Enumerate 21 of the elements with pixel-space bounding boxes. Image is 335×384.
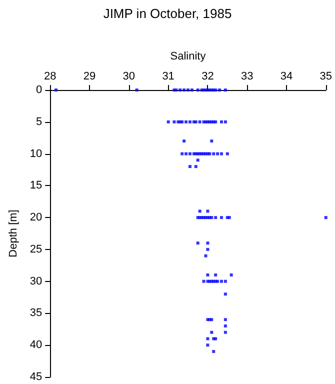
x-tick-label: 29	[83, 70, 96, 82]
x-tick-label: 28	[44, 70, 56, 82]
chart-title: JIMP in October, 1985	[103, 6, 232, 21]
y-tick-label: 40	[30, 339, 42, 352]
x-tick-label: 33	[240, 70, 254, 82]
y-tick-label: 30	[30, 275, 42, 288]
x-tick-label: 31	[162, 70, 174, 82]
y-tick-label: 45	[30, 371, 42, 383]
x-tick-label: 35	[320, 70, 332, 82]
y-tick-label: 20	[30, 212, 42, 224]
y-tick-label: 15	[30, 180, 42, 192]
x-tick-label: 32	[202, 70, 214, 82]
x-tick-label: 30	[122, 70, 136, 82]
y-tick-label: 35	[30, 307, 42, 320]
x-axis-title: Salinity	[170, 50, 206, 62]
y-tick-label: 5	[36, 116, 42, 128]
y-tick-label: 25	[30, 243, 42, 256]
y-tick-label: 10	[30, 148, 42, 160]
y-tick-label: 0	[36, 84, 42, 96]
x-tick-label: 34	[280, 70, 293, 82]
y-axis-title: Depth [m]	[8, 210, 20, 258]
